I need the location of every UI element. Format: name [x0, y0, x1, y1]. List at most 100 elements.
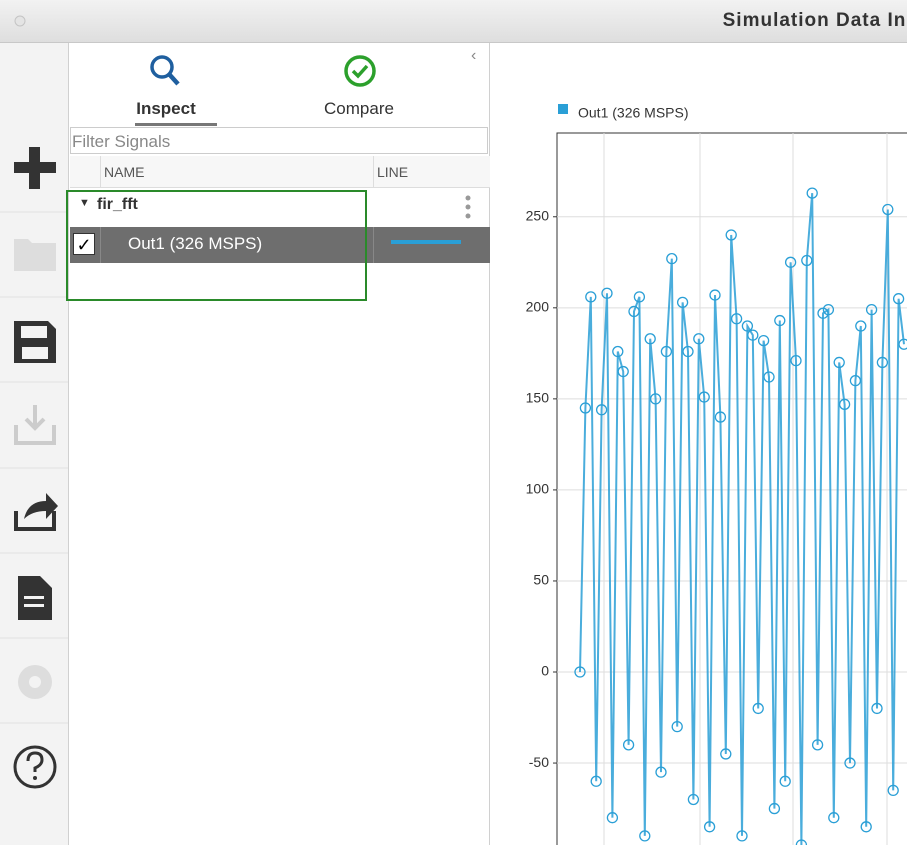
data-point: [649, 393, 662, 405]
data-point: [871, 702, 883, 715]
data-point: [865, 303, 878, 316]
window-title: Simulation Data Inspector: [722, 10, 907, 31]
signal-row[interactable]: ✓ Out1 (326 MSPS): [70, 227, 490, 263]
signal-checkbox[interactable]: ✓: [73, 233, 95, 255]
line-header[interactable]: LINE: [377, 164, 409, 180]
plot-frame: [556, 132, 907, 845]
data-point: [898, 338, 907, 350]
inspect-icon[interactable]: [147, 53, 183, 89]
data-point: [795, 839, 808, 845]
legend-swatch: [558, 104, 568, 114]
data-point: [768, 802, 781, 815]
expand-arrow[interactable]: ▼: [79, 197, 90, 209]
data-point: [752, 702, 764, 715]
import-icon: [14, 405, 56, 445]
filter-input[interactable]: Filter Signals: [70, 127, 488, 154]
data-point: [676, 296, 689, 309]
name-header[interactable]: NAME: [104, 164, 145, 180]
y-tick-label: 50: [533, 572, 549, 588]
data-point: [828, 812, 840, 824]
data-point: [590, 775, 602, 787]
export-icon[interactable]: [24, 493, 58, 519]
data-point: [822, 303, 835, 316]
series-line: [579, 193, 905, 845]
window-button[interactable]: [12, 13, 28, 29]
data-point: [741, 320, 754, 332]
help-icon[interactable]: [13, 745, 57, 789]
data-point: [833, 356, 845, 369]
chart: Out1 (326 MSPS) -50 0 50 100 150 200 250: [526, 104, 907, 845]
data-point: [655, 766, 667, 778]
table-header: NAME LINE: [70, 156, 490, 188]
export-frame[interactable]: [14, 511, 56, 531]
data-point: [838, 398, 851, 410]
line-swatch: [391, 240, 461, 244]
row-menu[interactable]: [463, 194, 473, 222]
data-point: [844, 757, 856, 769]
data-point: [671, 720, 683, 733]
data-point: [811, 739, 824, 751]
data-point: [687, 793, 700, 806]
data-point: [628, 305, 640, 318]
new-icon-v[interactable]: [29, 147, 40, 189]
data-point: [644, 333, 656, 345]
data-point: [849, 375, 862, 387]
data-point: [774, 314, 786, 327]
data-point: [703, 821, 716, 833]
toolbar: [0, 43, 69, 845]
signal-name: Out1 (326 MSPS): [128, 234, 263, 253]
data-point: [617, 365, 629, 378]
data-point: [698, 391, 710, 403]
save-icon[interactable]: [14, 321, 56, 363]
data-point: [747, 329, 759, 341]
toolbar-icons: [0, 147, 68, 789]
data-point: [860, 821, 872, 833]
group-name: fir_fft: [97, 196, 138, 213]
legend-label: Out1 (326 MSPS): [578, 105, 689, 121]
tab-underline: [135, 123, 217, 126]
data-point: [601, 287, 613, 299]
y-tick-label: 150: [526, 390, 550, 406]
data-point: [585, 291, 597, 303]
data-point: [784, 256, 797, 268]
y-tick-label: 0: [541, 663, 549, 679]
data-point: [622, 739, 635, 751]
data-point: [666, 252, 678, 265]
data-point: [693, 333, 705, 345]
y-tick-label: 250: [526, 207, 550, 223]
data-point: [709, 289, 721, 301]
data-point: [806, 187, 818, 199]
data-point: [736, 830, 748, 842]
data-point: [763, 371, 775, 383]
data-point: [606, 812, 619, 824]
data-point: [725, 229, 737, 241]
title-bar: Simulation Data Inspector: [0, 0, 907, 43]
compare-tab[interactable]: Compare: [324, 99, 394, 118]
data-point: [779, 775, 791, 787]
data-point: [730, 313, 743, 325]
inspect-tab[interactable]: Inspect: [136, 99, 196, 118]
y-tick-label: -50: [529, 754, 549, 770]
collapse-button[interactable]: ‹: [471, 47, 477, 64]
data-point: [714, 411, 727, 423]
data-point: [892, 293, 905, 305]
highlight-box: [66, 190, 367, 301]
data-point: [855, 320, 867, 332]
data-point: [790, 354, 802, 367]
data-point: [579, 402, 592, 414]
open-icon[interactable]: [14, 239, 56, 271]
data-point: [639, 830, 651, 842]
data-point: [882, 203, 894, 216]
data-point: [612, 345, 624, 358]
data-point: [720, 748, 732, 760]
compare-icon[interactable]: [342, 54, 378, 90]
y-tick-label: 100: [526, 481, 550, 497]
data-point: [660, 345, 673, 358]
data-point: [757, 334, 770, 347]
group-row[interactable]: ▼ fir_fft: [70, 188, 490, 226]
report-icon[interactable]: [18, 576, 52, 620]
data-point: [876, 356, 889, 369]
data-point: [633, 291, 646, 303]
data-point: [887, 784, 899, 797]
